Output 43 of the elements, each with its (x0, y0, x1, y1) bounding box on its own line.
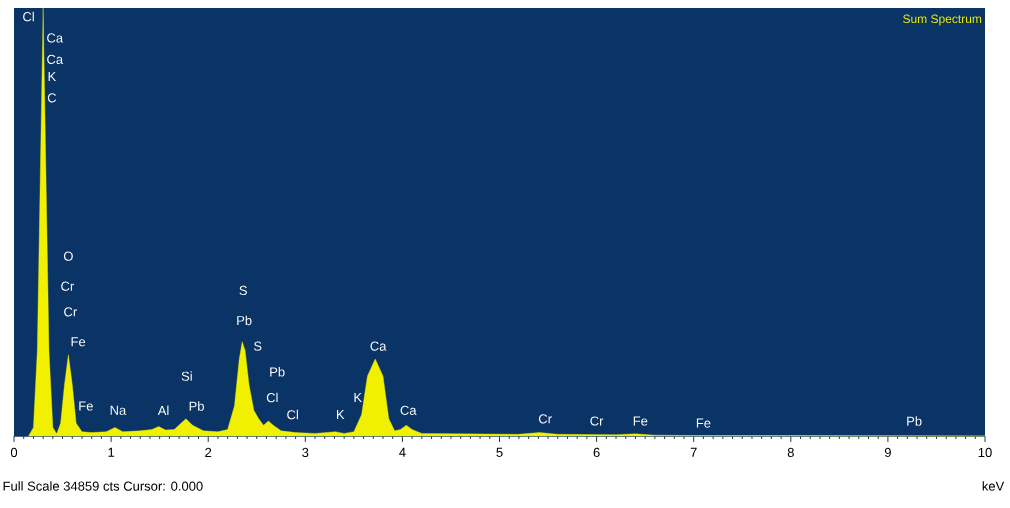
x-tick-label: 3 (302, 447, 309, 458)
annotation: C (47, 93, 57, 103)
annotation: Cr (538, 414, 552, 424)
annotation: Si (181, 371, 192, 381)
x-axis-title: keV (982, 481, 1005, 491)
x-tick-label: 2 (205, 447, 212, 457)
annotation: K (336, 410, 345, 420)
annotation: Pb (237, 315, 252, 326)
annotation: Ca (47, 33, 64, 43)
x-tick-label: 5 (496, 447, 503, 457)
x-tick-label: 4 (399, 447, 406, 457)
text: Full Scale 34859 cts Cursor: 0.000 (3, 481, 203, 491)
annotation: Fe (633, 416, 648, 426)
x-tick-label: 0 (10, 447, 18, 458)
x-tick-label: 8 (787, 447, 794, 458)
annotation: Cl (266, 392, 278, 403)
annotation: Cr (61, 281, 75, 291)
x-tick-label: 6 (593, 447, 600, 458)
annotation: Pb (189, 401, 204, 411)
annotation: Cl (287, 409, 298, 420)
annotation: Fe (79, 401, 93, 411)
annotation: S (253, 341, 262, 351)
annotation: Pb (907, 416, 922, 426)
annotation: Ca (370, 341, 387, 351)
x-tick-label: 7 (690, 447, 697, 457)
annotation: Fe (696, 418, 711, 428)
annotation: Ca (47, 54, 64, 64)
annotation: Fe (71, 337, 86, 347)
annotation: Cl (23, 11, 34, 22)
annotation: Ca (400, 405, 417, 415)
annotation: Cr (590, 416, 604, 426)
annotation: K (354, 393, 362, 402)
annotation: S (239, 285, 247, 296)
annotation: Pb (270, 367, 285, 377)
x-tick-label: 9 (884, 447, 891, 458)
x-tick-label: 10 (978, 447, 992, 458)
x-tick-label: 1 (108, 447, 115, 457)
annotation: Cr (64, 307, 77, 317)
annotation: Na (110, 405, 127, 415)
annotation: Al (157, 405, 169, 416)
text: Sum Spectrum (903, 14, 982, 26)
annotation: K (48, 72, 57, 81)
annotation: O (63, 251, 73, 261)
